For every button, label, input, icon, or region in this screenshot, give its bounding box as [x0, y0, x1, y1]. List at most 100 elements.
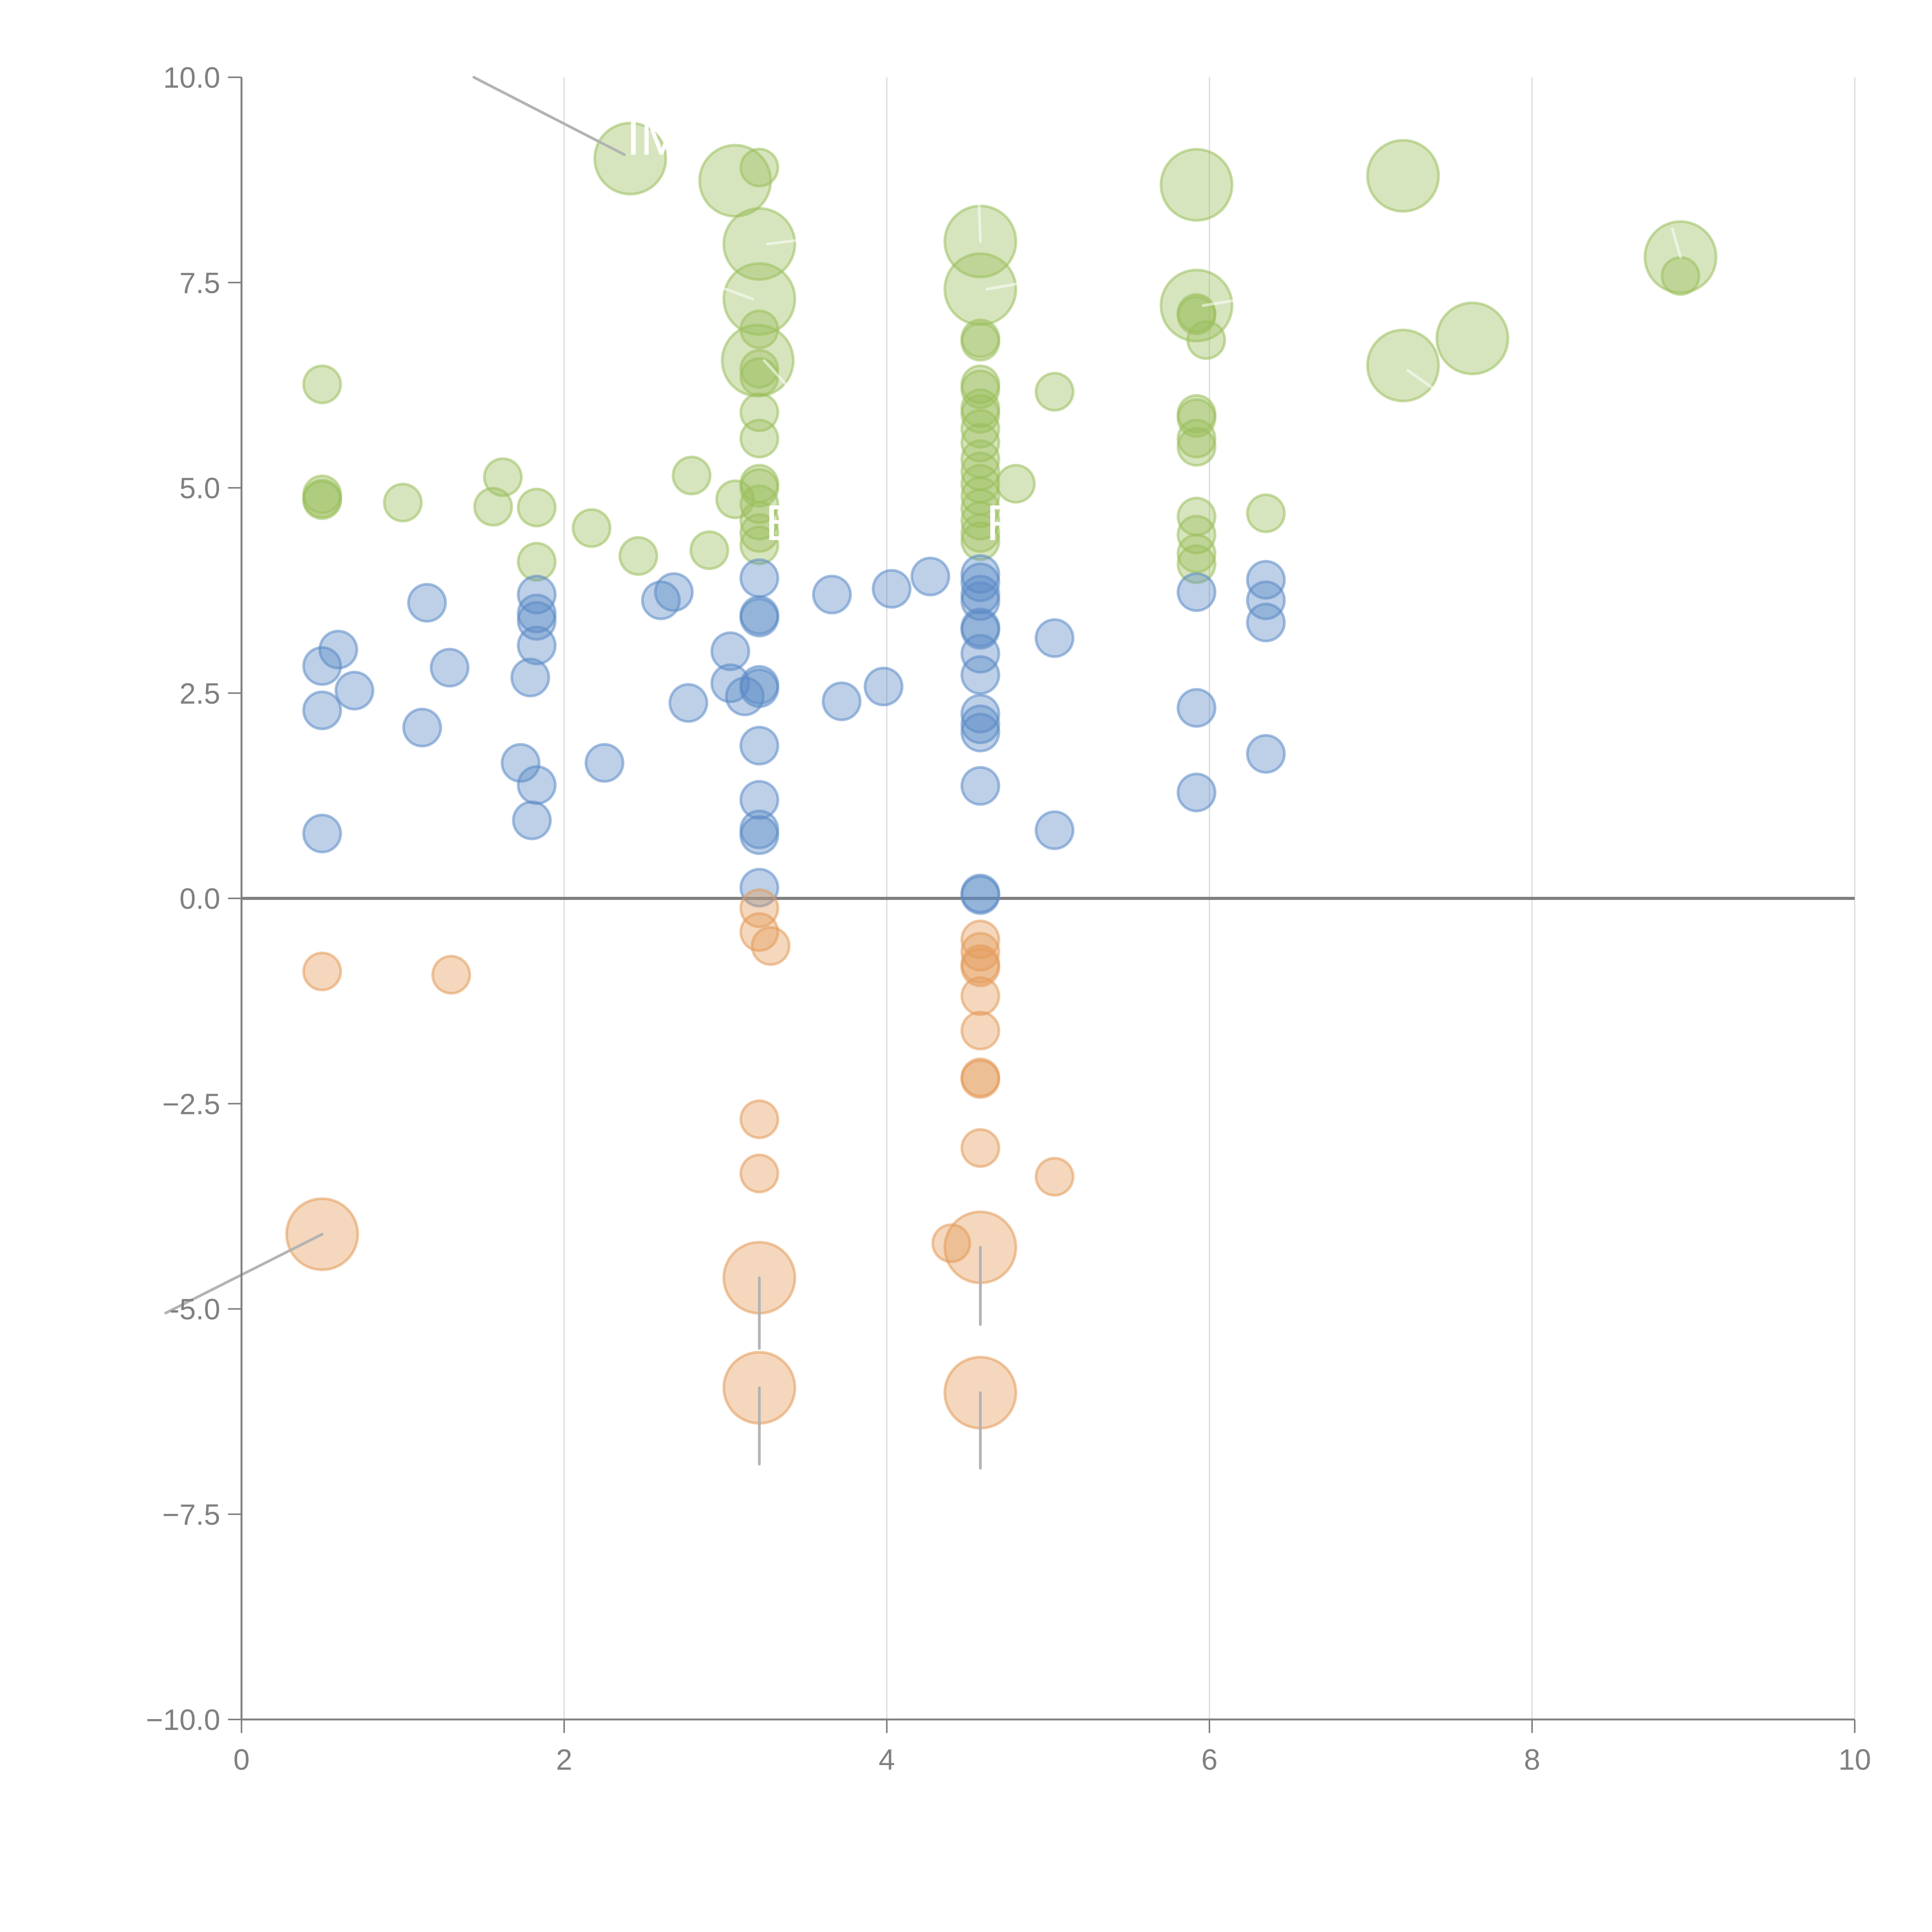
bubble-blue	[710, 631, 750, 671]
series-blue	[302, 554, 1286, 915]
point-label: B	[765, 495, 799, 551]
bubble-green	[739, 148, 779, 188]
point-label: IM	[626, 109, 682, 165]
bubble-blue	[1177, 772, 1217, 813]
x-tick-label: 8	[1524, 1743, 1540, 1776]
y-tick-label: 0.0	[179, 883, 220, 915]
bubble-blue	[512, 800, 552, 840]
bubble-green	[1177, 544, 1217, 584]
bubble-green	[960, 394, 1000, 434]
bubble-green	[483, 457, 523, 497]
bubble-blue	[654, 572, 694, 612]
x-tick-label: 0	[233, 1743, 250, 1776]
y-tick-label: −10.0	[146, 1704, 220, 1736]
bubble-orange	[750, 926, 791, 966]
bubble-green	[739, 484, 779, 524]
bubble-blue	[517, 765, 557, 805]
bubble-green	[1366, 139, 1440, 213]
bubble-blue	[910, 556, 951, 597]
bubble-orange	[960, 932, 1000, 972]
bubble-orange	[960, 1128, 1000, 1168]
bubble-green	[739, 418, 779, 459]
bubble-blue	[584, 743, 624, 783]
leader-line	[1406, 369, 1434, 389]
x-tick-label: 2	[556, 1743, 572, 1776]
bubble-green	[722, 262, 796, 336]
x-tick-label: 4	[879, 1743, 895, 1776]
bubble-blue	[960, 766, 1000, 806]
bubble-green	[722, 207, 796, 281]
bubble-green	[960, 521, 1000, 561]
bubble-green	[1660, 256, 1701, 296]
y-tick-label: 2.5	[179, 677, 220, 710]
bubble-blue	[302, 813, 342, 854]
y-axis-ticks: 10.0 7.5 5.0 2.5 0.0 −2.5 -5.0 −7.5 −10.0	[146, 61, 242, 1736]
point-labels: IM B R	[626, 109, 1022, 551]
leader-line	[1201, 299, 1235, 307]
bubble-orange	[1034, 1156, 1075, 1197]
leader-line	[472, 76, 626, 156]
bubble-blue	[668, 683, 708, 723]
leader-line	[718, 285, 754, 301]
leader-lines	[164, 76, 1682, 1470]
x-tick-label: 10	[1838, 1743, 1871, 1776]
bubble-green	[1177, 534, 1217, 573]
series-green	[302, 121, 1718, 584]
leader-line	[763, 359, 788, 387]
bubble-blue	[739, 668, 779, 708]
bubble-green	[383, 483, 423, 523]
bubble-blue	[500, 743, 541, 783]
bubble-green	[960, 409, 1000, 449]
bubble-green	[689, 530, 730, 570]
bubble-green	[996, 464, 1036, 504]
bubble-green	[618, 536, 658, 576]
y-tick-label: 7.5	[179, 267, 220, 299]
bubble-green	[1186, 320, 1226, 360]
bubble-orange	[739, 1153, 779, 1194]
bubble-green	[715, 479, 755, 519]
bubble-blue	[334, 670, 374, 711]
bubble-blue	[739, 780, 779, 820]
bubble-green	[739, 468, 779, 508]
y-tick-label: −7.5	[162, 1498, 220, 1531]
bubble-green	[517, 488, 557, 527]
bubble-blue	[739, 815, 779, 855]
bubble-orange	[960, 1059, 1000, 1099]
bubble-green	[739, 525, 779, 565]
bubble-green	[593, 121, 667, 196]
bubble-orange	[960, 947, 1000, 987]
bubble-blue	[739, 726, 779, 766]
x-tick-label: 6	[1201, 1743, 1218, 1776]
bubble-blue	[864, 667, 904, 707]
bubble-green	[960, 423, 1000, 463]
bubble-blue	[1246, 602, 1286, 643]
bubble-blue	[821, 681, 862, 721]
bubble-blue	[318, 629, 358, 670]
bubble-green	[960, 501, 1000, 541]
bubble-green	[1177, 398, 1217, 438]
bubble-green	[302, 480, 342, 520]
bubble-blue	[739, 558, 779, 598]
series-orange	[285, 888, 1075, 1430]
bubble-green	[473, 486, 513, 527]
bubble-green	[302, 364, 342, 405]
point-label: R	[986, 495, 1022, 551]
leader-line	[985, 283, 1017, 291]
bubble-orange	[431, 955, 471, 995]
bubble-green	[1160, 148, 1234, 222]
bubble-blue	[960, 713, 1000, 753]
bubble-green	[739, 357, 779, 397]
bubble-orange	[960, 976, 1000, 1016]
bubble-blue	[302, 690, 342, 730]
bubble-blue	[1034, 810, 1075, 850]
bubble-blue	[960, 634, 1000, 674]
bubble-blue	[1177, 688, 1217, 728]
bubble-green	[1435, 301, 1510, 376]
bubble-green	[571, 508, 612, 548]
x-axis-ticks: 0 2 4 6 8 10	[233, 1719, 1871, 1776]
bubble-green	[960, 321, 1000, 362]
bubble-blue	[1034, 618, 1075, 658]
bubble-green	[1177, 427, 1217, 467]
y-tick-label: 5.0	[179, 472, 220, 505]
leader-line	[977, 195, 982, 243]
